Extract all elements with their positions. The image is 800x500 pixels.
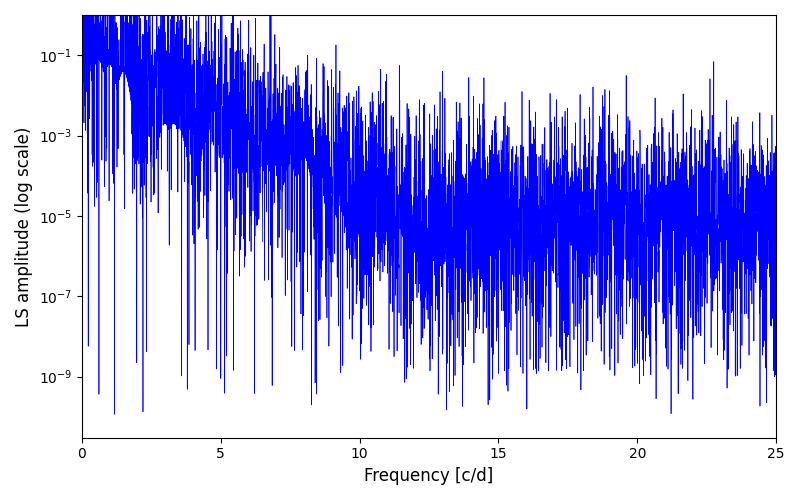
X-axis label: Frequency [c/d]: Frequency [c/d]	[364, 467, 494, 485]
Y-axis label: LS amplitude (log scale): LS amplitude (log scale)	[15, 126, 33, 326]
